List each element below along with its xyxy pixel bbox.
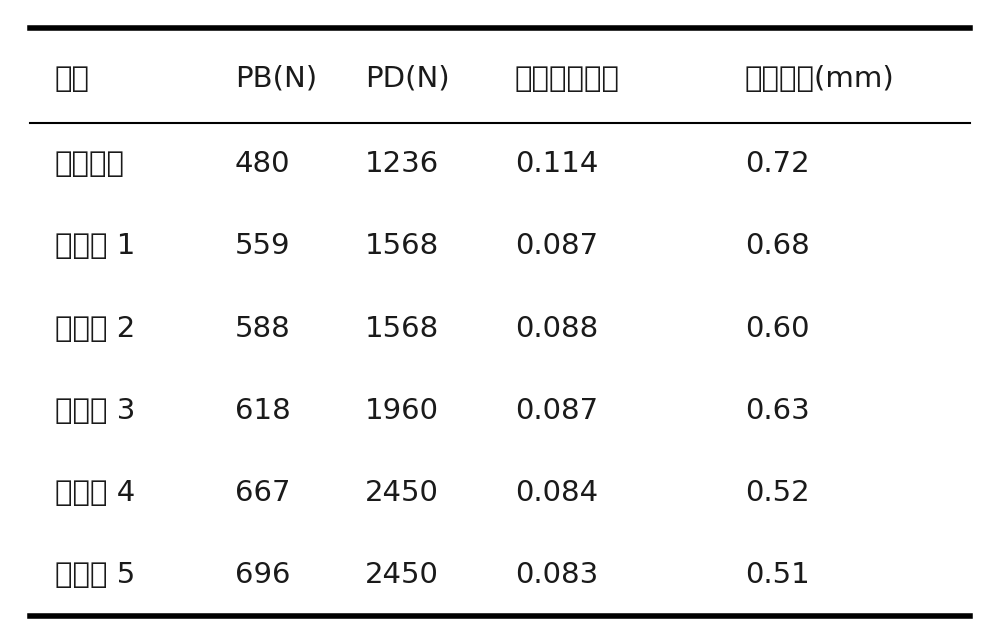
Text: 0.083: 0.083: [515, 561, 598, 589]
Text: 平均摩擦系数: 平均摩擦系数: [515, 65, 620, 93]
Text: 588: 588: [235, 315, 291, 343]
Text: 磨斑直径(mm): 磨斑直径(mm): [745, 65, 895, 93]
Text: 0.63: 0.63: [745, 397, 810, 425]
Text: 1568: 1568: [365, 233, 439, 260]
Text: 0.087: 0.087: [515, 397, 598, 425]
Text: 559: 559: [235, 233, 290, 260]
Text: 2450: 2450: [365, 561, 439, 589]
Text: 667: 667: [235, 479, 290, 507]
Text: 0.52: 0.52: [745, 479, 810, 507]
Text: 0.088: 0.088: [515, 315, 598, 343]
Text: 0.084: 0.084: [515, 479, 598, 507]
Text: 618: 618: [235, 397, 291, 425]
Text: PB(N): PB(N): [235, 65, 317, 93]
Text: 实施例 3: 实施例 3: [55, 397, 135, 425]
Text: 1236: 1236: [365, 150, 439, 178]
Text: 初始样品: 初始样品: [55, 150, 125, 178]
Text: 组别: 组别: [55, 65, 90, 93]
Text: 实施例 1: 实施例 1: [55, 233, 135, 260]
Text: 1960: 1960: [365, 397, 439, 425]
Text: 0.51: 0.51: [745, 561, 810, 589]
Text: 0.72: 0.72: [745, 150, 810, 178]
Text: 480: 480: [235, 150, 290, 178]
Text: 0.60: 0.60: [745, 315, 810, 343]
Text: 2450: 2450: [365, 479, 439, 507]
Text: 0.114: 0.114: [515, 150, 598, 178]
Text: 实施例 4: 实施例 4: [55, 479, 135, 507]
Text: 实施例 2: 实施例 2: [55, 315, 135, 343]
Text: 0.68: 0.68: [745, 233, 810, 260]
Text: 696: 696: [235, 561, 290, 589]
Text: 1568: 1568: [365, 315, 439, 343]
Text: 0.087: 0.087: [515, 233, 598, 260]
Text: 实施例 5: 实施例 5: [55, 561, 135, 589]
Text: PD(N): PD(N): [365, 65, 450, 93]
